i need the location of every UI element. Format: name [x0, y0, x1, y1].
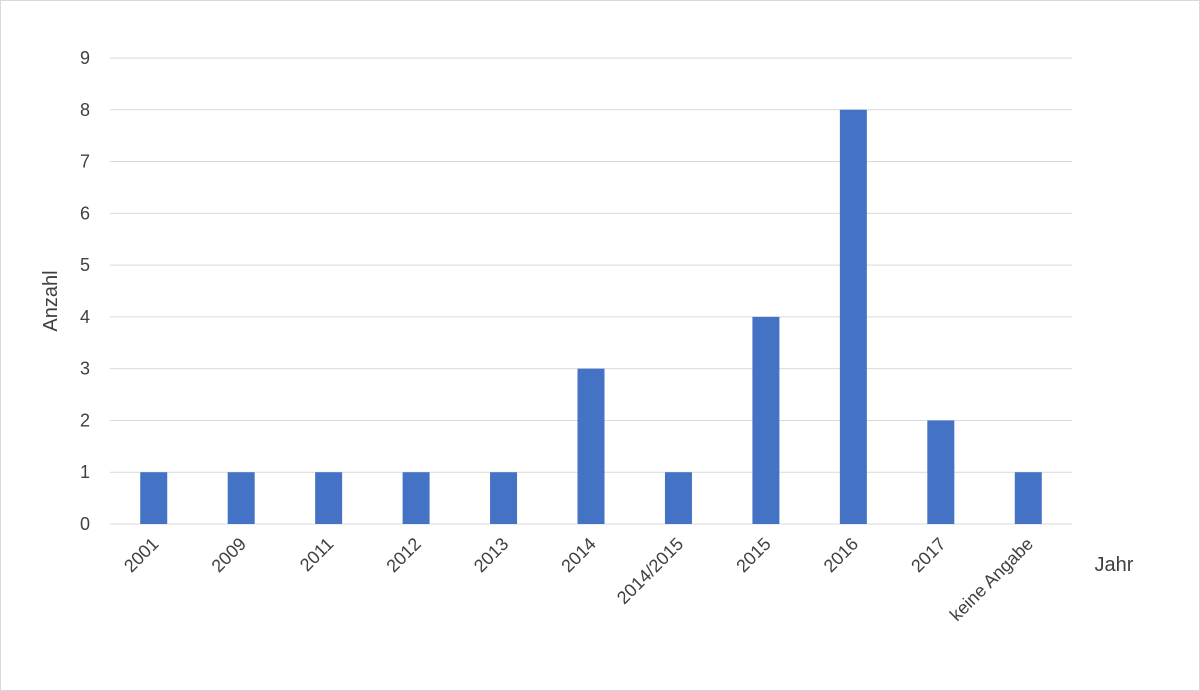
x-tick-label: 2011: [296, 534, 338, 576]
y-tick-label: 9: [80, 48, 90, 68]
x-axis-ticks: 2001 2009 2011 2012 2013 2014 2014/2015 2015 201…: [120, 534, 1037, 625]
x-tick-label: 2014: [557, 534, 599, 576]
x-tick-label: keine Angabe: [946, 534, 1037, 625]
y-tick-label: 5: [80, 255, 90, 275]
bar: [752, 316, 780, 524]
y-tick-label: 1: [80, 462, 90, 482]
x-tick-label: 2012: [382, 534, 424, 576]
x-tick-label: 2014/2015: [613, 534, 687, 608]
x-tick-label: 2016: [820, 534, 862, 576]
y-axis-ticks: 0 1 2 3 4 5 6 7 8 9: [80, 48, 90, 534]
bar: [490, 472, 518, 524]
y-tick-label: 2: [80, 410, 90, 430]
y-tick-label: 8: [80, 100, 90, 120]
x-axis-title: Jahr: [1095, 554, 1134, 576]
bar: [927, 420, 955, 524]
y-tick-label: 7: [80, 152, 90, 172]
x-tick-label: 2009: [208, 534, 250, 576]
bar: [664, 472, 692, 524]
y-tick-label: 3: [80, 359, 90, 379]
bar: [140, 472, 168, 524]
y-tick-label: 4: [80, 307, 90, 327]
y-axis-title: Anzahl: [40, 270, 62, 331]
x-tick-label: 2015: [732, 534, 774, 576]
bars: [140, 109, 1042, 525]
y-tick-label: 0: [80, 514, 90, 534]
gridlines: [110, 57, 1072, 525]
bar: [839, 109, 867, 525]
bar: [315, 472, 343, 524]
x-tick-label: 2001: [120, 534, 162, 576]
bar: [402, 472, 430, 524]
bar: [577, 368, 605, 524]
x-tick-label: 2013: [470, 534, 512, 576]
x-tick-label: 2017: [907, 534, 949, 576]
y-tick-label: 6: [80, 203, 90, 223]
bar: [227, 472, 255, 524]
bar: [1014, 472, 1042, 524]
